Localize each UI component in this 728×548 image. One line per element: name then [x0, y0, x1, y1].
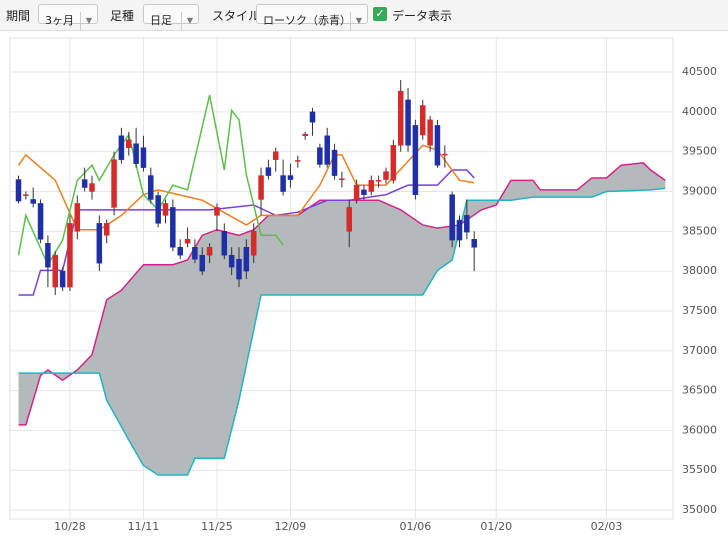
style-select[interactable]: ローソク（赤青） ▼	[256, 4, 368, 30]
y-tick-label: 35500	[682, 463, 717, 476]
candle-body	[383, 171, 389, 180]
y-tick-label: 35000	[682, 503, 717, 516]
style-value: ローソク（赤青）	[263, 14, 351, 27]
candle-body	[184, 239, 191, 244]
candle-body	[295, 160, 301, 162]
candle-body	[221, 231, 228, 256]
bar-value: 日足	[150, 14, 172, 27]
y-tick-label: 40000	[682, 105, 717, 118]
style-label: スタイル	[212, 9, 261, 23]
period-label: 期間	[6, 9, 31, 23]
indicator-line	[18, 187, 666, 476]
x-tick-label: 01/06	[400, 520, 432, 533]
candle-body	[273, 151, 279, 160]
candle-body	[199, 254, 205, 272]
candle-body	[243, 246, 250, 272]
candle-body	[81, 179, 88, 188]
candle-body	[390, 145, 397, 181]
cloud-fill	[18, 162, 666, 475]
candle-body	[331, 149, 338, 176]
candle-body	[471, 239, 477, 248]
candle-body	[170, 207, 176, 248]
x-tick-label: 10/28	[54, 520, 86, 533]
candle-body	[375, 180, 382, 182]
candle-body	[214, 207, 220, 216]
candle-body	[155, 195, 161, 224]
candle-body	[265, 167, 272, 176]
candle-body	[309, 111, 316, 123]
x-tick-label: 12/09	[275, 520, 307, 533]
candle-body	[74, 203, 81, 232]
y-tick-label: 39500	[682, 145, 717, 158]
candle-body	[250, 231, 257, 256]
candle-body	[89, 183, 95, 192]
candle-body	[464, 215, 470, 233]
candle-body	[258, 175, 264, 200]
candle-body	[15, 179, 22, 202]
candle-body	[302, 133, 308, 137]
candle-body	[103, 223, 110, 236]
candle-body	[353, 184, 360, 200]
period-select[interactable]: 3ヶ月 ▼	[38, 4, 98, 30]
candle-body	[30, 199, 36, 204]
candle-body	[37, 203, 44, 240]
y-tick-label: 38000	[682, 264, 717, 277]
candle-body	[126, 139, 132, 148]
candle-body	[206, 246, 213, 256]
candle-body	[228, 254, 235, 268]
candle-body	[192, 246, 198, 260]
candle-body	[162, 203, 169, 216]
candle-body	[59, 270, 66, 288]
candle-body	[456, 219, 463, 241]
y-tick-label: 40500	[682, 65, 717, 78]
candle-body	[405, 99, 411, 146]
candle-body	[133, 143, 139, 164]
candle-body	[287, 175, 294, 180]
candle-body	[339, 178, 345, 181]
candle-body	[368, 180, 375, 192]
candle-body	[346, 207, 352, 232]
candle-body	[52, 254, 58, 288]
x-tick-label: 11/25	[201, 520, 233, 533]
candle-body	[177, 246, 183, 256]
candle-body	[23, 194, 29, 196]
x-tick-label: 01/20	[480, 520, 512, 533]
candle-body	[148, 175, 154, 200]
candle-body	[45, 243, 51, 268]
candle-body	[111, 159, 117, 208]
candle-body	[67, 223, 73, 288]
data-label: データ表示	[392, 9, 453, 23]
period-value: 3ヶ月	[45, 14, 74, 27]
candle-body	[420, 105, 426, 136]
y-tick-label: 38500	[682, 224, 717, 237]
candle-body	[449, 194, 455, 241]
bar-label: 足種	[110, 9, 135, 23]
y-tick-label: 37500	[682, 304, 717, 317]
candle-body	[412, 125, 419, 195]
candle-body	[118, 135, 125, 160]
candle-body	[317, 147, 323, 165]
candle-body	[96, 223, 103, 264]
candle-body	[140, 147, 147, 168]
candle-body	[280, 175, 286, 192]
bar-select[interactable]: 日足 ▼	[143, 4, 199, 30]
toolbar: 期間 3ヶ月 ▼ 足種 日足 ▼ スタイル ローソク（赤青） ▼ ✓ データ表示	[0, 0, 728, 31]
x-tick-label: 11/11	[128, 520, 160, 533]
y-tick-label: 36500	[682, 384, 717, 397]
candle-body	[397, 90, 404, 146]
candle-body	[236, 258, 242, 280]
candle-body	[361, 189, 367, 195]
data-checkbox[interactable]: ✓	[373, 7, 387, 21]
candle-body	[324, 135, 330, 165]
y-tick-label: 39000	[682, 185, 717, 198]
candle-body	[434, 125, 441, 166]
y-tick-label: 36000	[682, 423, 717, 436]
x-tick-label: 02/03	[591, 520, 623, 533]
y-tick-label: 37000	[682, 344, 717, 357]
candle-body	[427, 119, 433, 146]
candle-body	[442, 153, 448, 156]
